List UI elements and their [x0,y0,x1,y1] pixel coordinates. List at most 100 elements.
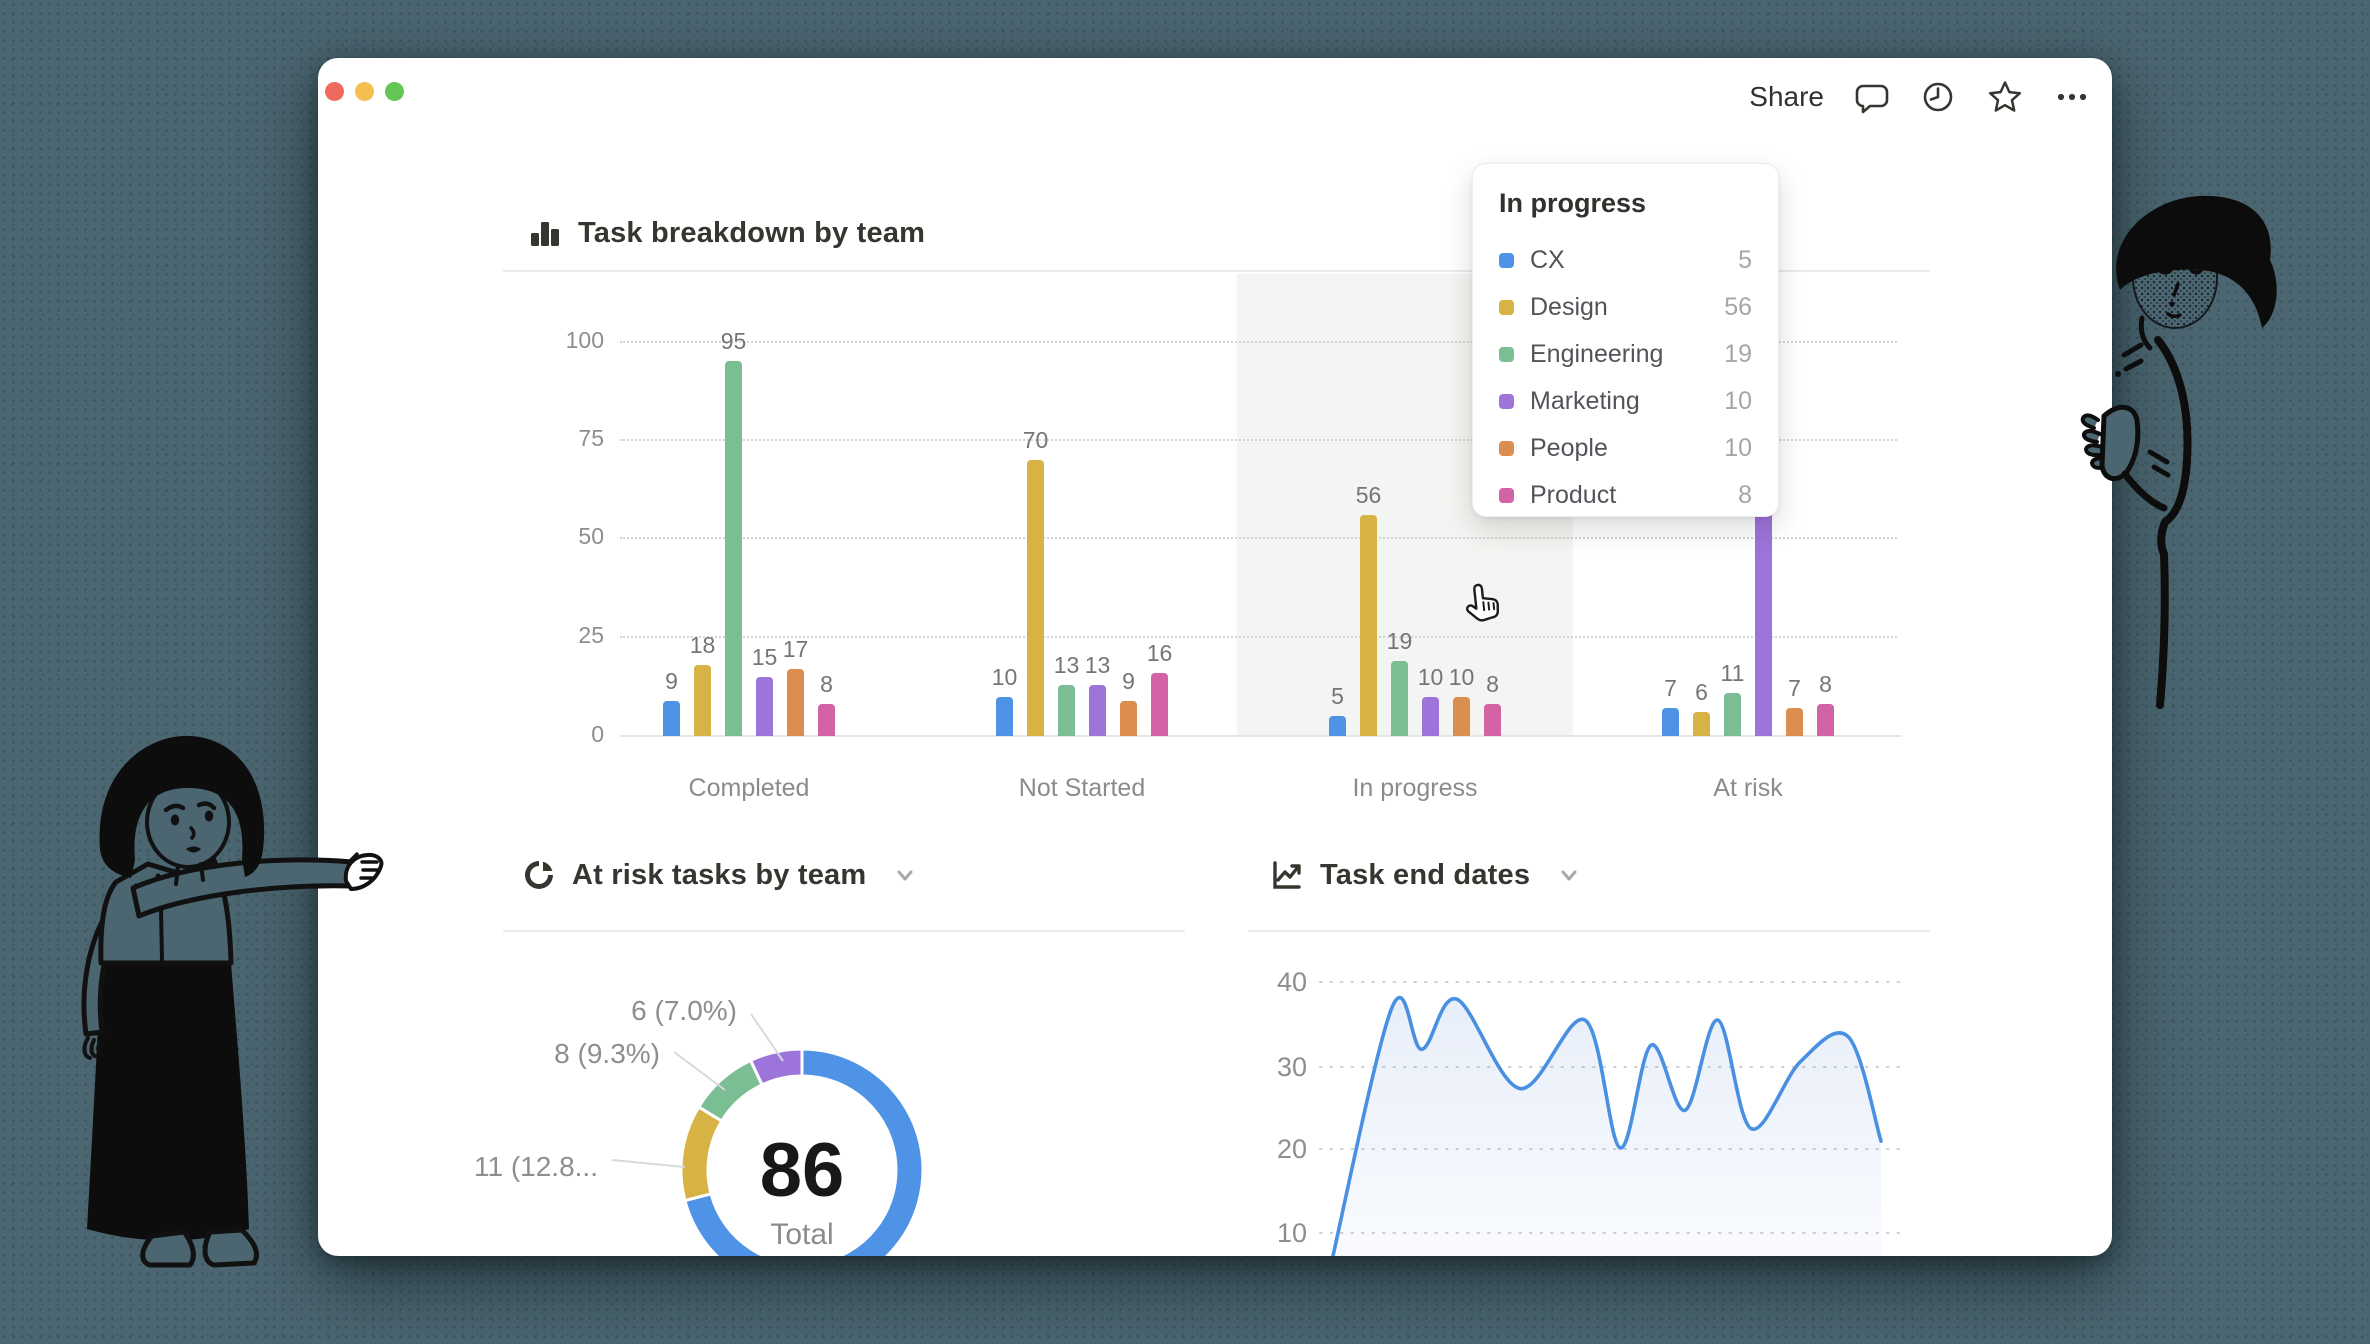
divider [503,930,1185,932]
bar-people[interactable] [1786,708,1803,736]
chevron-down-icon[interactable] [1556,862,1582,888]
line-title-row: Task end dates [1270,858,1582,892]
bar-chart-title: Task breakdown by team [578,216,926,249]
bar-value-label: 8 [1819,671,1832,697]
area-fill [1333,997,1882,1256]
leader-line [750,1013,784,1062]
more-options-icon[interactable] [2054,79,2090,115]
y-tick: 75 [578,425,604,451]
chevron-down-icon[interactable] [892,862,918,888]
bar-design[interactable] [694,665,711,736]
tooltip-series-label: People [1530,434,1608,462]
bar-cx[interactable] [1329,716,1346,736]
close-button[interactable] [325,82,344,101]
bar-value-label: 6 [1695,679,1708,705]
bar-marketing[interactable] [1422,697,1439,736]
tooltip-series-value: 10 [1724,387,1752,415]
donut-slice[interactable] [748,1047,804,1087]
bar-engineering[interactable] [1724,693,1741,736]
bar-product[interactable] [1817,704,1834,736]
tooltip-row: CX 5 [1499,237,1752,284]
y-tick: 20 [1277,1134,1307,1164]
category-label: In progress [1352,774,1478,802]
bar-value-label: 7 [1664,675,1677,701]
minimize-button[interactable] [355,82,374,101]
tooltip-series-label: Marketing [1530,387,1640,415]
slice-label: 8 (9.3%) [554,1038,660,1069]
bar-value-label: 8 [1486,671,1499,697]
bar-value-label: 10 [1448,664,1475,690]
bar-cx[interactable] [1662,708,1679,736]
divider [503,270,1930,272]
bar-marketing[interactable] [756,677,773,736]
bar-people[interactable] [1120,701,1137,736]
bar-value-label: 13 [1053,652,1080,678]
y-tick: 50 [578,523,604,549]
zoom-button[interactable] [385,82,404,101]
bar-design[interactable] [1693,712,1710,736]
bar-value-label: 95 [720,328,747,354]
gridline-100 [620,341,1897,343]
star-favorite-icon[interactable] [1986,78,2024,116]
bar-product[interactable] [818,704,835,736]
donut-chart: 6 (7.0%) 8 (9.3%) 11 (12.8... 86 Total [474,995,925,1256]
pie-chart-icon [525,861,553,889]
tooltip-series-label: CX [1530,246,1565,274]
window-controls [325,82,404,101]
slice-label: 11 (12.8... [474,1151,598,1182]
bar-cx[interactable] [663,701,680,736]
donut-slice[interactable] [683,1047,925,1256]
bar-design[interactable] [1027,460,1044,736]
bar-people[interactable] [1453,697,1470,736]
bar-people[interactable] [787,669,804,736]
tooltip-series-label: Engineering [1530,340,1664,368]
bar-value-label: 10 [1417,664,1444,690]
bar-cx[interactable] [996,697,1013,736]
bar-value-label: 10 [991,664,1018,690]
donut-slice[interactable] [679,1104,724,1203]
bar-marketing[interactable] [1089,685,1106,736]
share-button[interactable]: Share [1749,81,1824,112]
bar-value-label: 56 [1355,482,1382,508]
bar-value-label: 15 [751,644,778,670]
tooltip-row: People 10 [1499,425,1752,472]
y-tick: 0 [591,721,604,747]
donut-slice[interactable] [696,1058,765,1124]
bar-marketing[interactable] [1755,507,1772,736]
y-tick: 25 [578,622,604,648]
tooltip-series-value: 8 [1738,481,1752,509]
bar-engineering[interactable] [1058,685,1075,736]
divider [1248,930,1930,932]
bar-value-label: 9 [665,668,678,694]
bar-design[interactable] [1360,515,1377,736]
donut-chart-title: At risk tasks by team [572,858,867,891]
tooltip-series-value: 5 [1738,246,1752,274]
bar-chart-title-row: Task breakdown by team [528,216,925,250]
bar-engineering[interactable] [725,361,742,736]
trend-line [1331,995,1883,1256]
y-tick: 10 [1277,1218,1307,1248]
bar-value-label: 16 [1146,640,1173,666]
bar-value-label: 18 [689,632,716,658]
bar-value-label: 9 [1122,668,1135,694]
gridline-50 [620,537,1897,539]
bar-value-label: 5 [1331,683,1344,709]
series-swatch [1499,394,1514,409]
bar-product[interactable] [1151,673,1168,736]
bar-engineering[interactable] [1391,661,1408,736]
series-swatch [1499,441,1514,456]
tooltip-row: Design 56 [1499,284,1752,331]
category-label: At risk [1713,774,1783,802]
tooltip-row: Product 8 [1499,472,1752,519]
y-tick: 30 [1277,1052,1307,1082]
y-tick: 100 [565,327,604,353]
toolbar: Share [1749,78,2090,116]
hand-pointer-cursor [1465,583,1499,622]
comment-icon[interactable] [1854,79,1890,115]
illustration-left-person [81,735,384,1268]
history-clock-icon[interactable] [1920,79,1956,115]
bar-product[interactable] [1484,704,1501,736]
area-line-chart: 40 30 20 10 [1277,967,1906,1256]
donut-total-value: 86 [760,1128,845,1213]
